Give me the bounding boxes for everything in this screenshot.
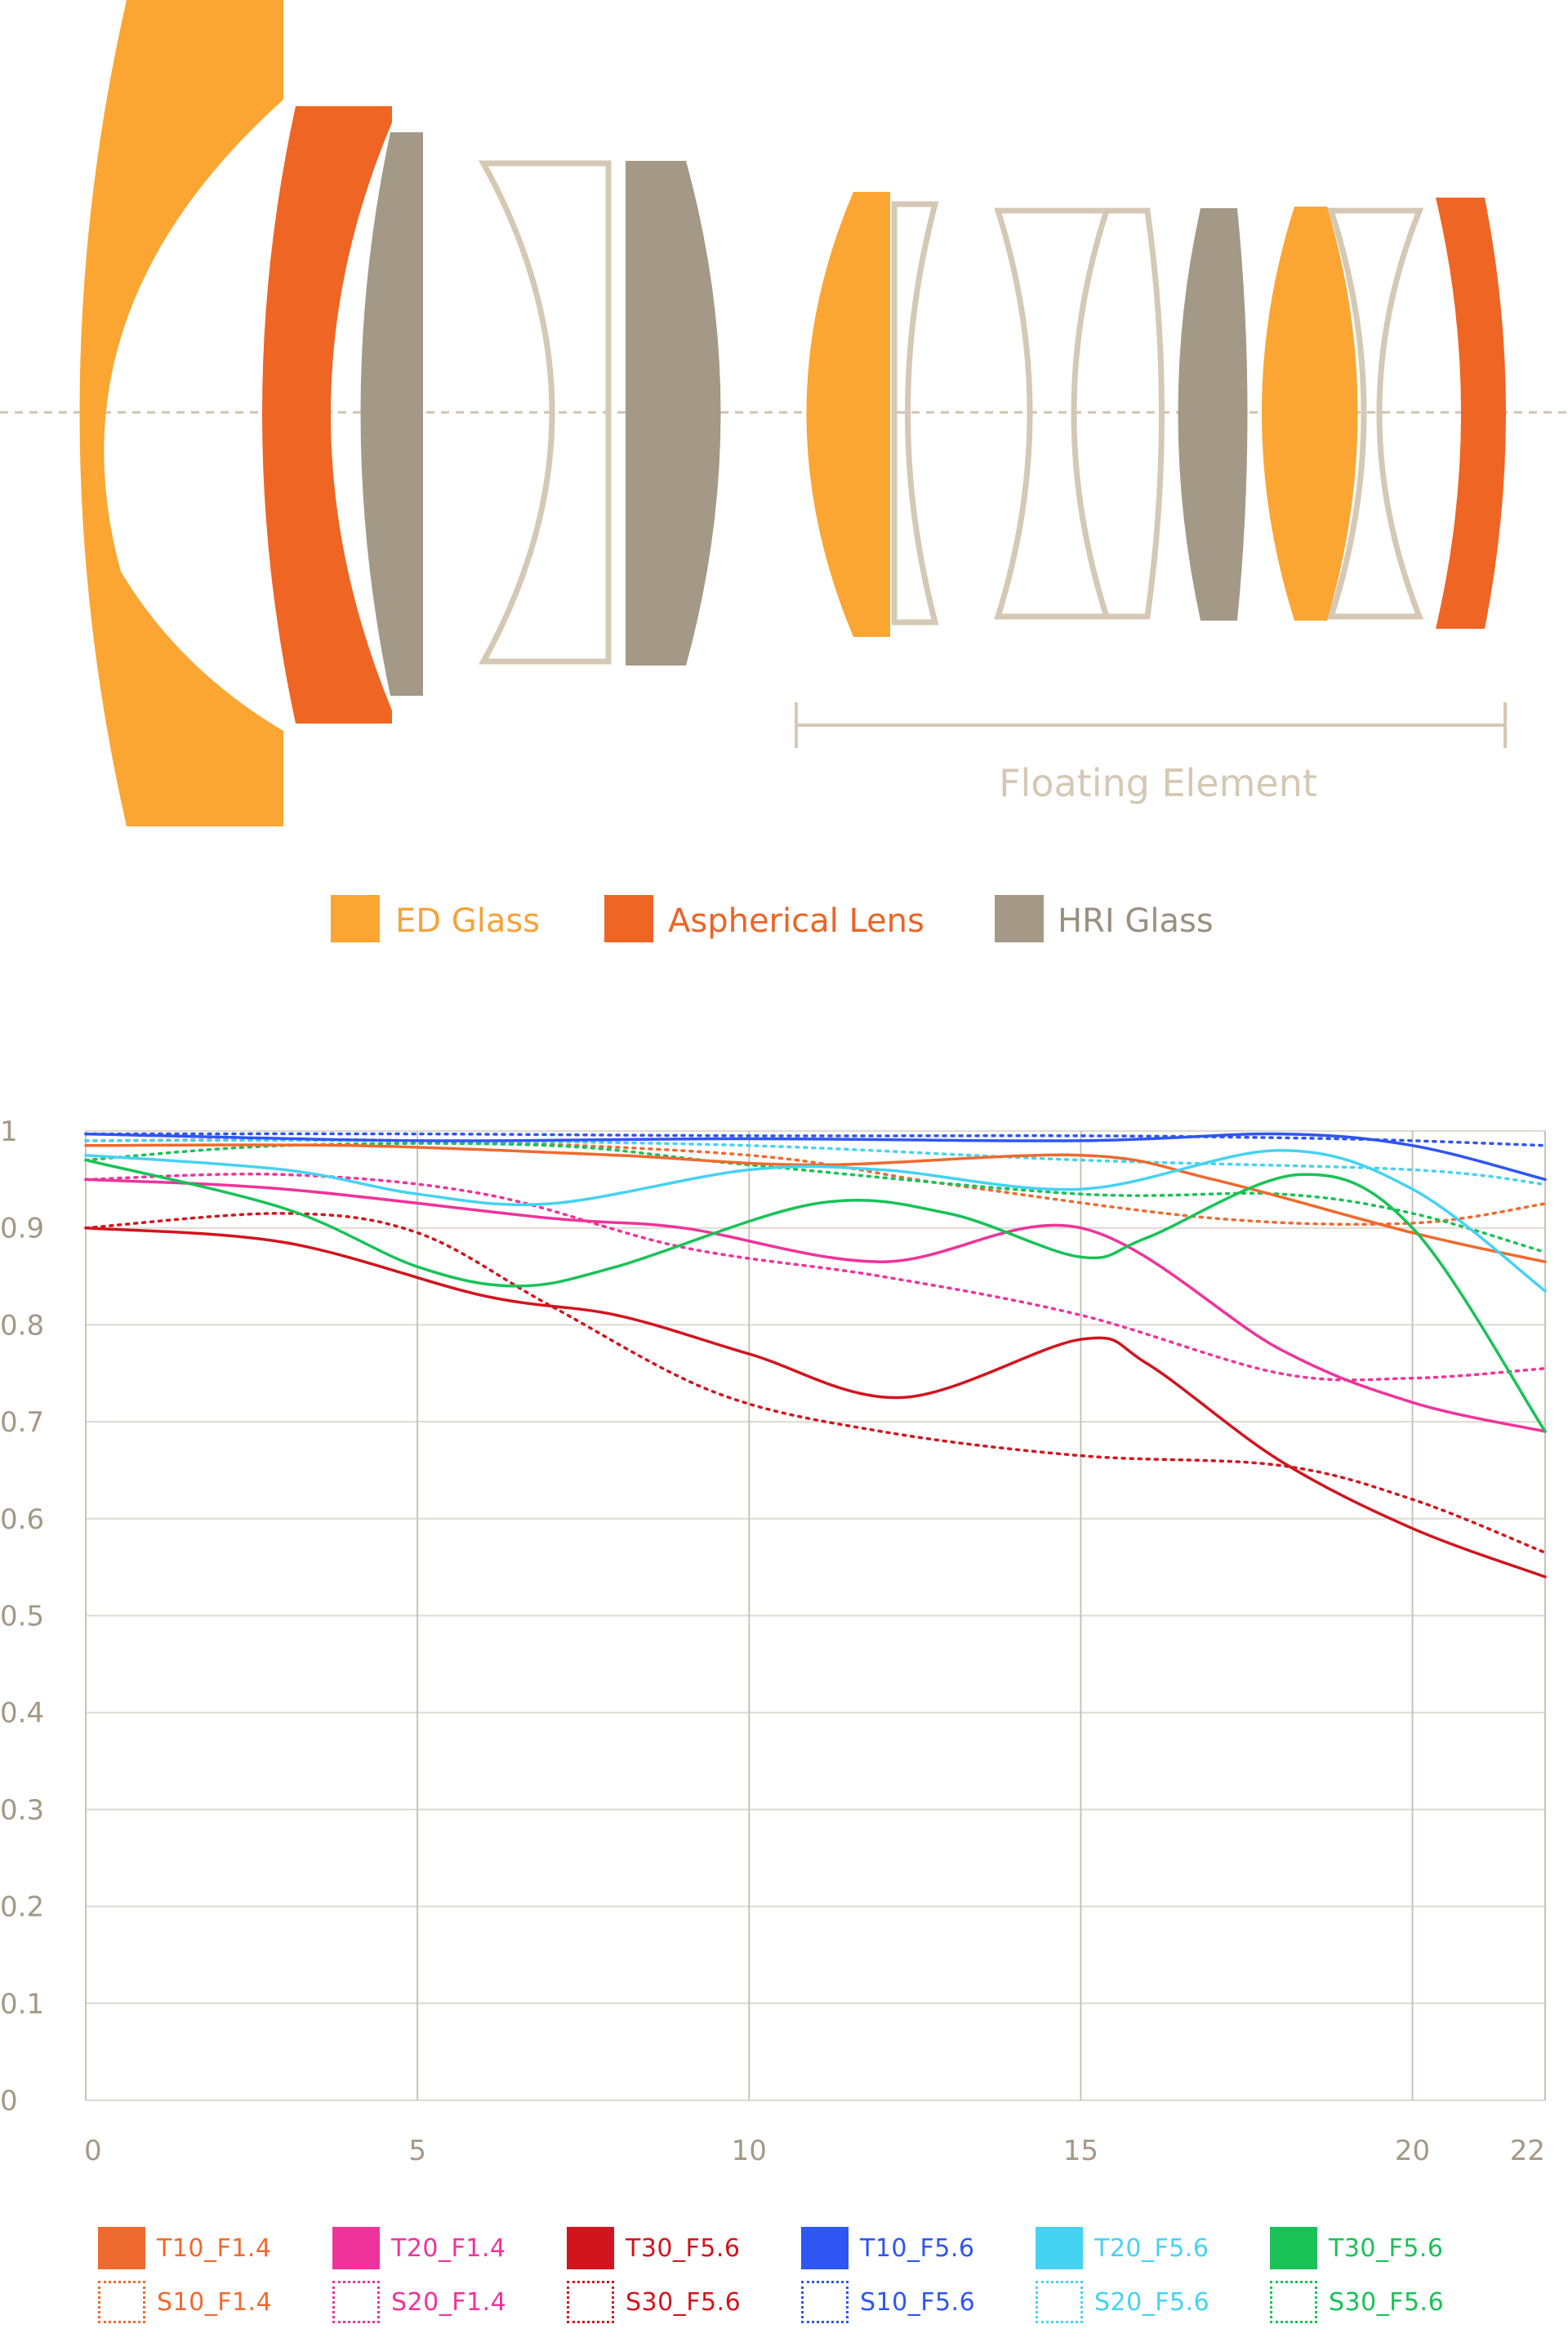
series-line-t10-f1-4-tangential xyxy=(84,1143,1547,1263)
lens-element-13-aspherical xyxy=(1436,198,1506,629)
lens-element-12-outline xyxy=(1327,207,1424,620)
legend-swatch xyxy=(1270,2281,1317,2323)
legend-swatch-aspherical-lens xyxy=(604,895,653,942)
chart-series xyxy=(84,1132,1547,1578)
lens-element-4-outline xyxy=(479,160,612,665)
floating-element-label: Floating Element xyxy=(999,761,1317,805)
legend-swatch xyxy=(332,2227,380,2269)
series-line-t20-f1-4-tangential xyxy=(84,1178,1547,1433)
legend-swatch-hri-glass xyxy=(995,895,1044,942)
legend-label: T30_F5.6 xyxy=(626,2233,741,2263)
legend-swatch xyxy=(1036,2281,1083,2323)
series-line-t20-f5-6-tangential xyxy=(84,1148,1547,1293)
series-line-t30-f5-6-tangential xyxy=(84,1226,1547,1578)
legend-row: T10_F1.4 T20_F1.4 T30_F5.6 T10_F5.6 T20_F5.6… xyxy=(98,2221,1568,2275)
chart-grid xyxy=(85,1130,1546,2101)
legend-swatch-ed-glass xyxy=(331,895,380,942)
legend-label: S20_F1.4 xyxy=(391,2287,507,2317)
legend-label: T20_F1.4 xyxy=(391,2233,506,2263)
series-line-s10-f1-4-sagittal xyxy=(84,1138,1547,1227)
lens-element-5-hri xyxy=(626,161,721,666)
lens-element-7-outline xyxy=(891,201,939,626)
legend-swatch xyxy=(801,2227,849,2269)
y-tick-label: 0.6 xyxy=(0,1503,44,1536)
y-tick-label: 0.4 xyxy=(0,1697,44,1730)
lens-element-3-hri xyxy=(360,132,423,696)
legend-item: T10_F1.4 xyxy=(98,2227,332,2269)
legend-item: T30_F5.6 xyxy=(567,2227,801,2269)
lens-element-9-outline xyxy=(1107,207,1165,620)
legend-item: S10_F5.6 xyxy=(801,2281,1036,2323)
legend-item: T10_F5.6 xyxy=(801,2227,1036,2269)
legend-label-aspherical-lens: Aspherical Lens xyxy=(668,902,924,940)
legend-item: T20_F5.6 xyxy=(1036,2227,1270,2269)
x-tick-label: 0 xyxy=(84,2135,102,2167)
mtf-chart: 00.10.20.30.40.50.60.70.80.910 5 10 15 20 22 xyxy=(0,1115,1547,2167)
legend-label: S30_F5.6 xyxy=(626,2287,742,2317)
lens-element-11-ed xyxy=(1262,207,1358,621)
legend-swatch xyxy=(332,2281,380,2323)
y-tick-label: 0.8 xyxy=(0,1309,44,1342)
legend-label: T10_F1.4 xyxy=(157,2233,272,2263)
floating-element-bracket xyxy=(795,702,1507,748)
x-tick-label: 20 xyxy=(1395,2135,1430,2167)
y-tick-label: 1 xyxy=(0,1115,18,1148)
legend-label: S10_F1.4 xyxy=(157,2287,273,2317)
lens-element-2-aspherical xyxy=(262,106,392,724)
legend-label: T10_F5.6 xyxy=(860,2233,975,2263)
legend-swatch xyxy=(1270,2227,1317,2269)
series-line-s30-f5-6-sagittal xyxy=(84,1142,1547,1254)
legend-label: S10_F5.6 xyxy=(860,2287,976,2317)
x-tick-label: 10 xyxy=(732,2135,767,2167)
legend-swatch xyxy=(1036,2227,1083,2269)
legend-row: S10_F1.4 S20_F1.4 S30_F5.6 S10_F5.6 S20_F5.6… xyxy=(98,2275,1568,2329)
series-line-s30-f5-6-sagittal xyxy=(84,1212,1547,1555)
legend-item: S30_F5.6 xyxy=(567,2281,801,2323)
y-tick-label: 0.2 xyxy=(0,1891,44,1924)
chart-axis-labels: 00.10.20.30.40.50.60.70.80.910 5 10 15 20 22 xyxy=(0,1115,1545,2167)
legend-label: S20_F5.6 xyxy=(1094,2287,1210,2317)
y-tick-label: 0 xyxy=(0,2085,18,2117)
y-tick-label: 0.7 xyxy=(0,1406,44,1439)
y-tick-label: 0.3 xyxy=(0,1794,44,1827)
x-tick-label: 22 xyxy=(1510,2135,1545,2167)
legend-swatch xyxy=(567,2281,614,2323)
legend-item: T20_F1.4 xyxy=(332,2227,567,2269)
legend-label: T20_F5.6 xyxy=(1094,2233,1209,2263)
diagram-legend: ED Glass Aspherical Lens HRI Glass xyxy=(331,895,1214,942)
legend-label-hri-glass: HRI Glass xyxy=(1058,902,1214,940)
lens-element-10-hri xyxy=(1178,208,1248,621)
legend-item: S20_F5.6 xyxy=(1036,2281,1270,2323)
lens-element-6-ed xyxy=(806,192,890,637)
legend-item: S10_F1.4 xyxy=(98,2281,332,2323)
legend-item: S30_F5.6 xyxy=(1270,2281,1504,2323)
legend-swatch xyxy=(567,2227,614,2269)
lens-element-1-ed xyxy=(79,0,283,826)
x-tick-label: 15 xyxy=(1063,2135,1098,2167)
y-tick-label: 0.5 xyxy=(0,1601,44,1633)
legend-item: S20_F1.4 xyxy=(332,2281,567,2323)
lens-diagram: Floating Element ED Glass Aspherical Len… xyxy=(0,0,1568,942)
legend-label: S30_F5.6 xyxy=(1329,2287,1445,2317)
y-tick-label: 0.1 xyxy=(0,1988,44,2020)
series-line-t30-f5-6-tangential xyxy=(84,1158,1547,1433)
legend-item: T30_F5.6 xyxy=(1270,2227,1504,2269)
y-tick-label: 0.9 xyxy=(0,1213,44,1245)
chart-legend: T10_F1.4 T20_F1.4 T30_F5.6 T10_F5.6 T20_F5.6… xyxy=(98,2221,1568,2351)
series-line-t10-f5-6-tangential xyxy=(84,1132,1547,1182)
legend-label-ed-glass: ED Glass xyxy=(395,902,540,940)
legend-swatch xyxy=(98,2227,145,2269)
legend-swatch xyxy=(98,2281,145,2323)
x-tick-label: 5 xyxy=(408,2135,426,2167)
legend-label: T30_F5.6 xyxy=(1329,2233,1444,2263)
legend-swatch xyxy=(801,2281,849,2323)
